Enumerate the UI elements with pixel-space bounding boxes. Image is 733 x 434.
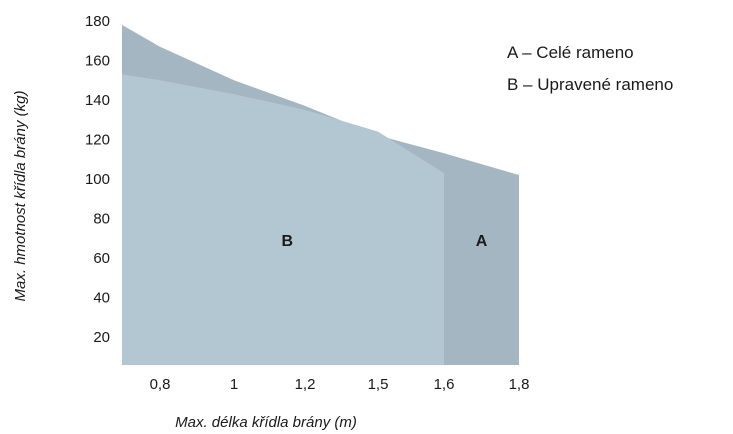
region-label-a: A	[476, 233, 488, 250]
x-tick-label: 1,8	[509, 376, 530, 393]
x-tick-label: 1	[230, 376, 238, 393]
x-axis-title: Max. délka křídla brány (m)	[175, 414, 357, 431]
region-labels: AB	[282, 233, 488, 250]
y-tick-label: 20	[93, 329, 110, 346]
y-tick-label: 120	[85, 132, 110, 149]
y-tick-label: 180	[85, 13, 110, 30]
x-tick-label: 1,5	[368, 376, 389, 393]
y-axis-title: Max. hmotnost křídla brány (kg)	[12, 91, 29, 302]
y-tick-label: 80	[93, 211, 110, 228]
y-tick-label: 140	[85, 92, 110, 109]
legend: A – Celé rameno B – Upravené rameno	[507, 43, 673, 94]
y-tick-label: 40	[93, 290, 110, 307]
x-tick-label: 1,2	[295, 376, 316, 393]
legend-entry-b: B – Upravené rameno	[507, 75, 673, 94]
legend-entry-a: A – Celé rameno	[507, 43, 634, 62]
x-tick-label: 0,8	[150, 376, 171, 393]
y-tick-label: 100	[85, 171, 110, 188]
y-tick-label: 160	[85, 53, 110, 70]
y-axis-ticks: 20 40 60 80 100 120 140 160 180	[85, 13, 110, 346]
x-tick-label: 1,6	[434, 376, 455, 393]
area-series-b	[122, 74, 444, 366]
region-label-b: B	[282, 233, 294, 250]
chart-areas	[122, 24, 519, 366]
y-tick-label: 60	[93, 250, 110, 267]
x-axis-ticks: 0,8 1 1,2 1,5 1,6 1,8	[150, 376, 530, 393]
